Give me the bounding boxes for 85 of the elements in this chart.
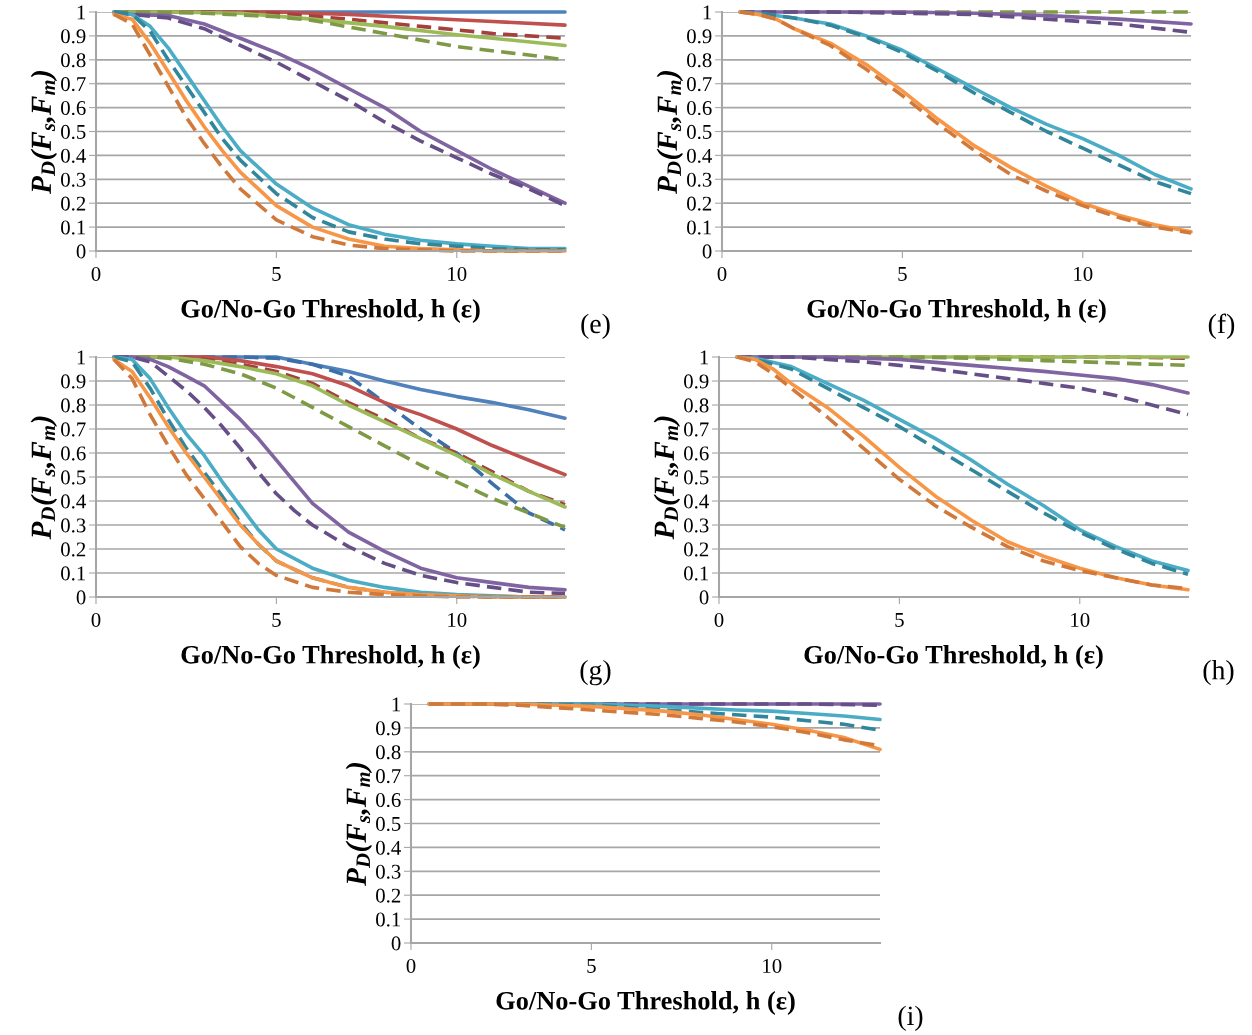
x-tick-label: 10 bbox=[448, 266, 467, 281]
y-tick-label: 0.9 bbox=[61, 29, 86, 44]
y-tick-label: 0.9 bbox=[684, 374, 709, 389]
y-axis-title: P$_{D}$(F$_{s}$,F$_{m}$) bbox=[653, 416, 681, 540]
y-tick-label: 0.8 bbox=[684, 398, 709, 413]
y-axis-title: P$_{D}$(F$_{s}$,F$_{m}$) bbox=[30, 71, 58, 194]
y-axis-title: P$_{D}$(F$_{s}$,F$_{m}$) bbox=[345, 763, 373, 886]
y-tick-label: 0.2 bbox=[687, 196, 712, 211]
y-tick-label: 0.6 bbox=[376, 792, 401, 808]
x-axis-title: Go/No-Go Threshold, h (ε) bbox=[496, 991, 795, 1015]
x-tick-label: 10 bbox=[448, 612, 467, 627]
y-tick-label: 0.8 bbox=[61, 398, 86, 413]
y-tick-label: 0 bbox=[76, 244, 86, 259]
y-tick-label: 0.2 bbox=[684, 542, 709, 557]
y-tick-label: 0.3 bbox=[61, 518, 86, 533]
y-tick-label: 0.5 bbox=[684, 470, 709, 485]
y-tick-label: 1 bbox=[77, 350, 86, 365]
text: (g) bbox=[580, 659, 611, 686]
y-tick-label: 0.3 bbox=[61, 172, 86, 187]
y-tick-label: 0.9 bbox=[376, 721, 401, 736]
x-tick-label: 5 bbox=[587, 959, 596, 973]
text: (h) bbox=[1203, 660, 1234, 686]
x-tick-label: 10 bbox=[763, 958, 782, 973]
x-tick-label: 0 bbox=[717, 266, 727, 281]
y-tick-label: 0.9 bbox=[61, 374, 86, 389]
x-tick-label: 0 bbox=[91, 266, 101, 281]
x-tick-label: 0 bbox=[714, 612, 724, 627]
y-tick-label: 0.7 bbox=[61, 77, 86, 92]
y-tick-label: 0.8 bbox=[687, 53, 712, 68]
y-tick-label: 0.5 bbox=[687, 124, 712, 140]
text: (e) bbox=[581, 313, 610, 339]
text: (i) bbox=[898, 1005, 923, 1031]
y-tick-label: 0.6 bbox=[684, 446, 709, 461]
x-axis-title: Go/No-Go Threshold, h (ε) bbox=[181, 645, 480, 669]
y-tick-label: 0.3 bbox=[687, 172, 712, 187]
y-tick-label: 0.6 bbox=[687, 100, 712, 116]
y-tick-label: 0 bbox=[76, 590, 86, 605]
y-tick-label: 0.7 bbox=[684, 422, 709, 437]
y-tick-label: 0.4 bbox=[684, 494, 709, 509]
y-tick-label: 0.2 bbox=[61, 542, 86, 557]
y-tick-label: 1 bbox=[392, 697, 401, 712]
y-tick-label: 0 bbox=[702, 244, 712, 259]
y-tick-label: 0.2 bbox=[376, 888, 401, 903]
text: (f) bbox=[1208, 313, 1235, 340]
y-tick-label: 0.2 bbox=[61, 196, 86, 211]
x-tick-label: 5 bbox=[895, 613, 904, 627]
x-tick-label: 5 bbox=[272, 267, 281, 281]
x-tick-label: 0 bbox=[91, 612, 101, 627]
y-tick-label: 0.4 bbox=[687, 148, 712, 163]
y-tick-label: 0.8 bbox=[61, 53, 86, 68]
y-tick-label: 0.9 bbox=[687, 29, 712, 44]
y-axis-title: P$_{D}$(F$_{s}$,F$_{m}$) bbox=[656, 71, 684, 194]
y-tick-label: 0.7 bbox=[687, 77, 712, 92]
y-tick-label: 0.4 bbox=[61, 148, 86, 163]
y-tick-label: 0.1 bbox=[376, 912, 401, 927]
y-tick-label: 0.5 bbox=[61, 470, 86, 485]
x-tick-label: 5 bbox=[272, 613, 281, 627]
x-axis-title: Go/No-Go Threshold, h (ε) bbox=[181, 299, 480, 323]
y-tick-label: 0.3 bbox=[376, 864, 401, 879]
y-tick-label: 0.6 bbox=[61, 446, 86, 461]
y-tick-label: 0.4 bbox=[376, 840, 401, 855]
y-tick-label: 0.5 bbox=[376, 816, 401, 832]
x-tick-label: 10 bbox=[1074, 266, 1093, 281]
y-tick-label: 0 bbox=[699, 590, 709, 605]
x-axis-title: Go/No-Go Threshold, h (ε) bbox=[804, 645, 1103, 669]
y-tick-label: 0.8 bbox=[376, 745, 401, 760]
y-tick-label: 0.1 bbox=[61, 220, 86, 235]
y-tick-label: 1 bbox=[77, 5, 86, 20]
y-tick-label: 1 bbox=[700, 350, 709, 365]
y-tick-label: 1 bbox=[703, 5, 712, 20]
x-tick-label: 10 bbox=[1071, 612, 1090, 627]
y-tick-label: 0 bbox=[391, 936, 401, 951]
x-tick-label: 0 bbox=[406, 958, 416, 973]
y-tick-label: 0.1 bbox=[61, 566, 86, 581]
y-tick-label: 0.6 bbox=[61, 100, 86, 116]
y-tick-label: 0.1 bbox=[684, 566, 709, 581]
y-tick-label: 0.3 bbox=[684, 518, 709, 533]
y-tick-label: 0.7 bbox=[376, 769, 401, 784]
y-axis-title: P$_{D}$(F$_{s}$,F$_{m}$) bbox=[30, 416, 58, 540]
y-tick-label: 0.5 bbox=[61, 124, 86, 140]
x-axis-title: Go/No-Go Threshold, h (ε) bbox=[807, 299, 1106, 323]
y-tick-label: 0.4 bbox=[61, 494, 86, 509]
y-tick-label: 0.7 bbox=[61, 422, 86, 437]
y-tick-label: 0.1 bbox=[687, 220, 712, 235]
x-tick-label: 5 bbox=[898, 267, 907, 281]
